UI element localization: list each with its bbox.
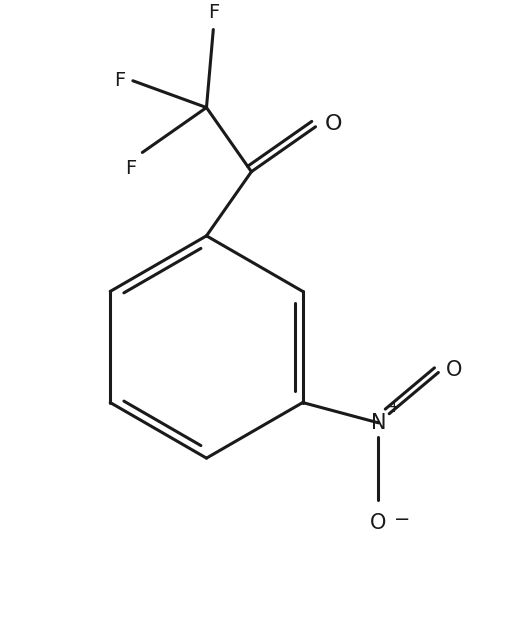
Text: O: O	[325, 115, 342, 134]
Text: O: O	[370, 513, 387, 532]
Text: −: −	[394, 510, 410, 529]
Text: F: F	[114, 71, 125, 90]
Text: +: +	[387, 400, 400, 415]
Text: O: O	[446, 360, 462, 380]
Text: F: F	[208, 3, 219, 22]
Text: N: N	[371, 413, 386, 433]
Text: F: F	[125, 159, 136, 177]
